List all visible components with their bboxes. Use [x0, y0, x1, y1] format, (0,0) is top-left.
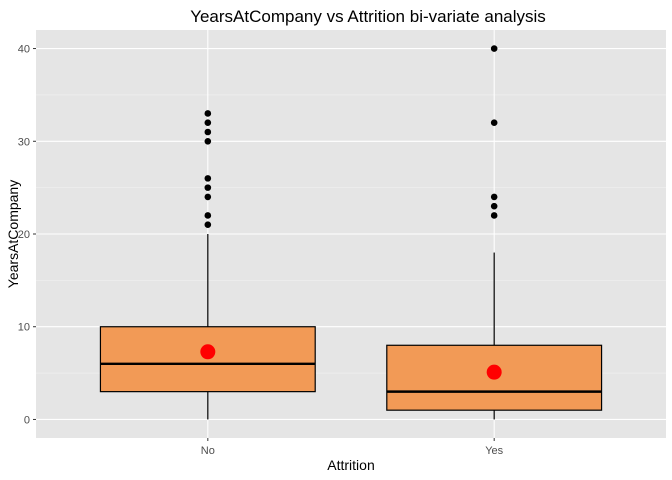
y-tick-label: 20 — [18, 229, 30, 241]
outlier-point — [204, 137, 212, 145]
x-tick-label: Yes — [485, 445, 503, 457]
mean-point — [200, 344, 216, 360]
y-axis-title: YearsAtCompany — [5, 180, 21, 288]
box-group-no — [99, 110, 316, 420]
outlier-point — [204, 221, 212, 229]
outlier-point — [490, 119, 498, 127]
outlier-point — [204, 128, 212, 136]
y-tick-label: 0 — [24, 414, 30, 426]
chart-title: YearsAtCompany vs Attrition bi-variate a… — [190, 7, 546, 26]
y-axis-ticks: 0 10 20 30 40 — [18, 44, 36, 426]
outlier-point — [490, 212, 498, 219]
x-axis-title: Attrition — [327, 457, 374, 473]
outlier-point — [490, 202, 498, 210]
boxplot-series — [99, 45, 603, 420]
x-tick-label: No — [201, 445, 215, 457]
y-tick-label: 30 — [18, 136, 30, 148]
outlier-point — [204, 184, 212, 191]
outlier-point — [204, 175, 212, 182]
x-axis-ticks: No Yes — [201, 438, 504, 457]
outlier-point — [204, 119, 212, 127]
y-tick-label: 40 — [18, 44, 30, 56]
outlier-point — [204, 193, 212, 201]
outlier-point — [490, 45, 498, 52]
outlier-point — [490, 193, 498, 201]
outlier-point — [204, 110, 212, 117]
outlier-point — [204, 212, 212, 219]
box-group-yes — [386, 45, 603, 420]
y-tick-label: 10 — [18, 322, 30, 334]
mean-point — [486, 364, 502, 380]
